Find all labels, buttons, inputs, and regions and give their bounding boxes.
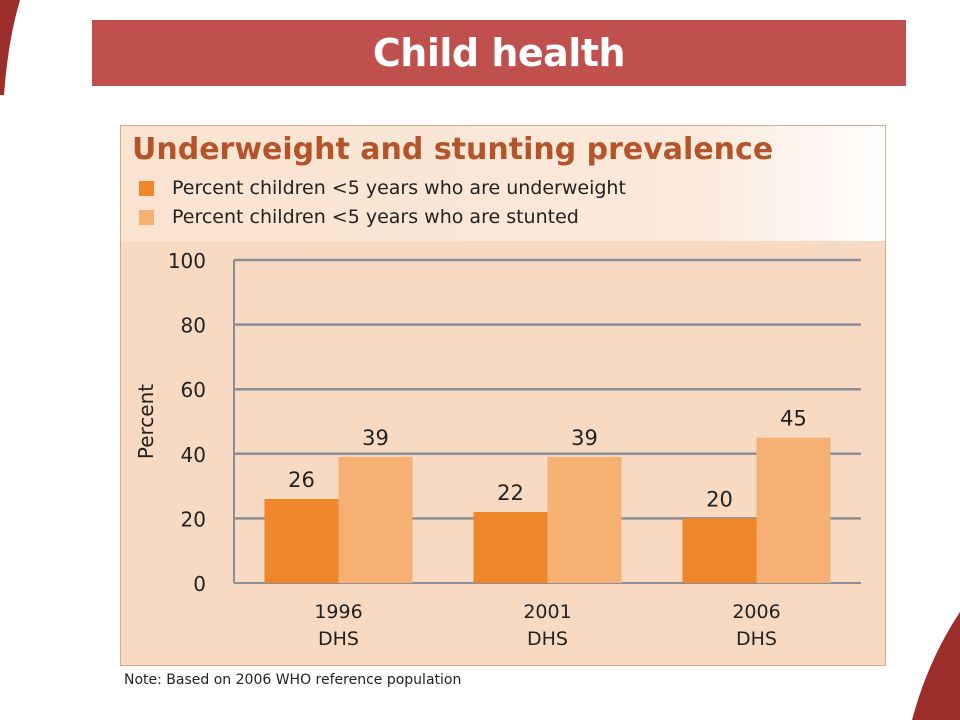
x-tick-label-1996-source: DHS [318,628,359,650]
y-tick-label-100: 100 [168,249,206,273]
bar-stunted-1996 [338,457,413,583]
chart-note: Note: Based on 2006 WHO reference popula… [124,672,462,688]
legend-label-underweight: Percent children <5 years who are underw… [172,177,626,199]
data-label-stunted-1996: 39 [362,426,389,450]
x-tick-label-2006-source: DHS [736,628,777,650]
top-left-swoosh [0,0,20,95]
bottom-right-swoosh [912,612,960,720]
legend-item-underweight: Percent children <5 years who are underw… [139,177,626,199]
y-axis-label: Percent [134,384,158,459]
chart-header: Underweight and stunting prevalence Perc… [121,126,885,241]
y-tick-label-0: 0 [193,572,206,596]
x-tick-label-2001-source: DHS [527,628,568,650]
bar-underweight-1996 [264,499,339,583]
data-label-stunted-2001: 39 [571,426,598,450]
data-label-stunted-2006: 45 [780,407,807,431]
legend-swatch-stunted [139,209,154,225]
legend-label-stunted: Percent children <5 years who are stunte… [172,206,579,228]
x-tick-label-1996-year: 1996 [314,601,362,623]
bar-underweight-2006 [682,518,757,583]
legend-swatch-underweight [139,180,154,196]
slide-title: Child health [372,31,626,75]
y-tick-label-20: 20 [181,507,206,531]
data-label-underweight-2006: 20 [706,487,733,511]
bar-chart: 0 20 40 60 80 100 Percent 26 39 1996 DHS 22 39 2001 DH… [134,249,861,650]
bar-underweight-2001 [473,511,548,583]
bar-stunted-2006 [756,437,831,583]
data-label-underweight-1996: 26 [288,468,315,492]
y-tick-label-80: 80 [181,314,206,338]
legend-item-stunted: Percent children <5 years who are stunte… [139,206,579,228]
y-tick-label-60: 60 [181,378,206,402]
bar-stunted-2001 [547,457,622,583]
x-tick-label-2001-year: 2001 [523,601,571,623]
y-tick-label-40: 40 [181,443,206,467]
title-banner: Child health [92,20,906,86]
data-label-underweight-2001: 22 [497,481,524,505]
x-tick-label-2006-year: 2006 [732,601,780,623]
chart-title: Underweight and stunting prevalence [132,132,774,167]
